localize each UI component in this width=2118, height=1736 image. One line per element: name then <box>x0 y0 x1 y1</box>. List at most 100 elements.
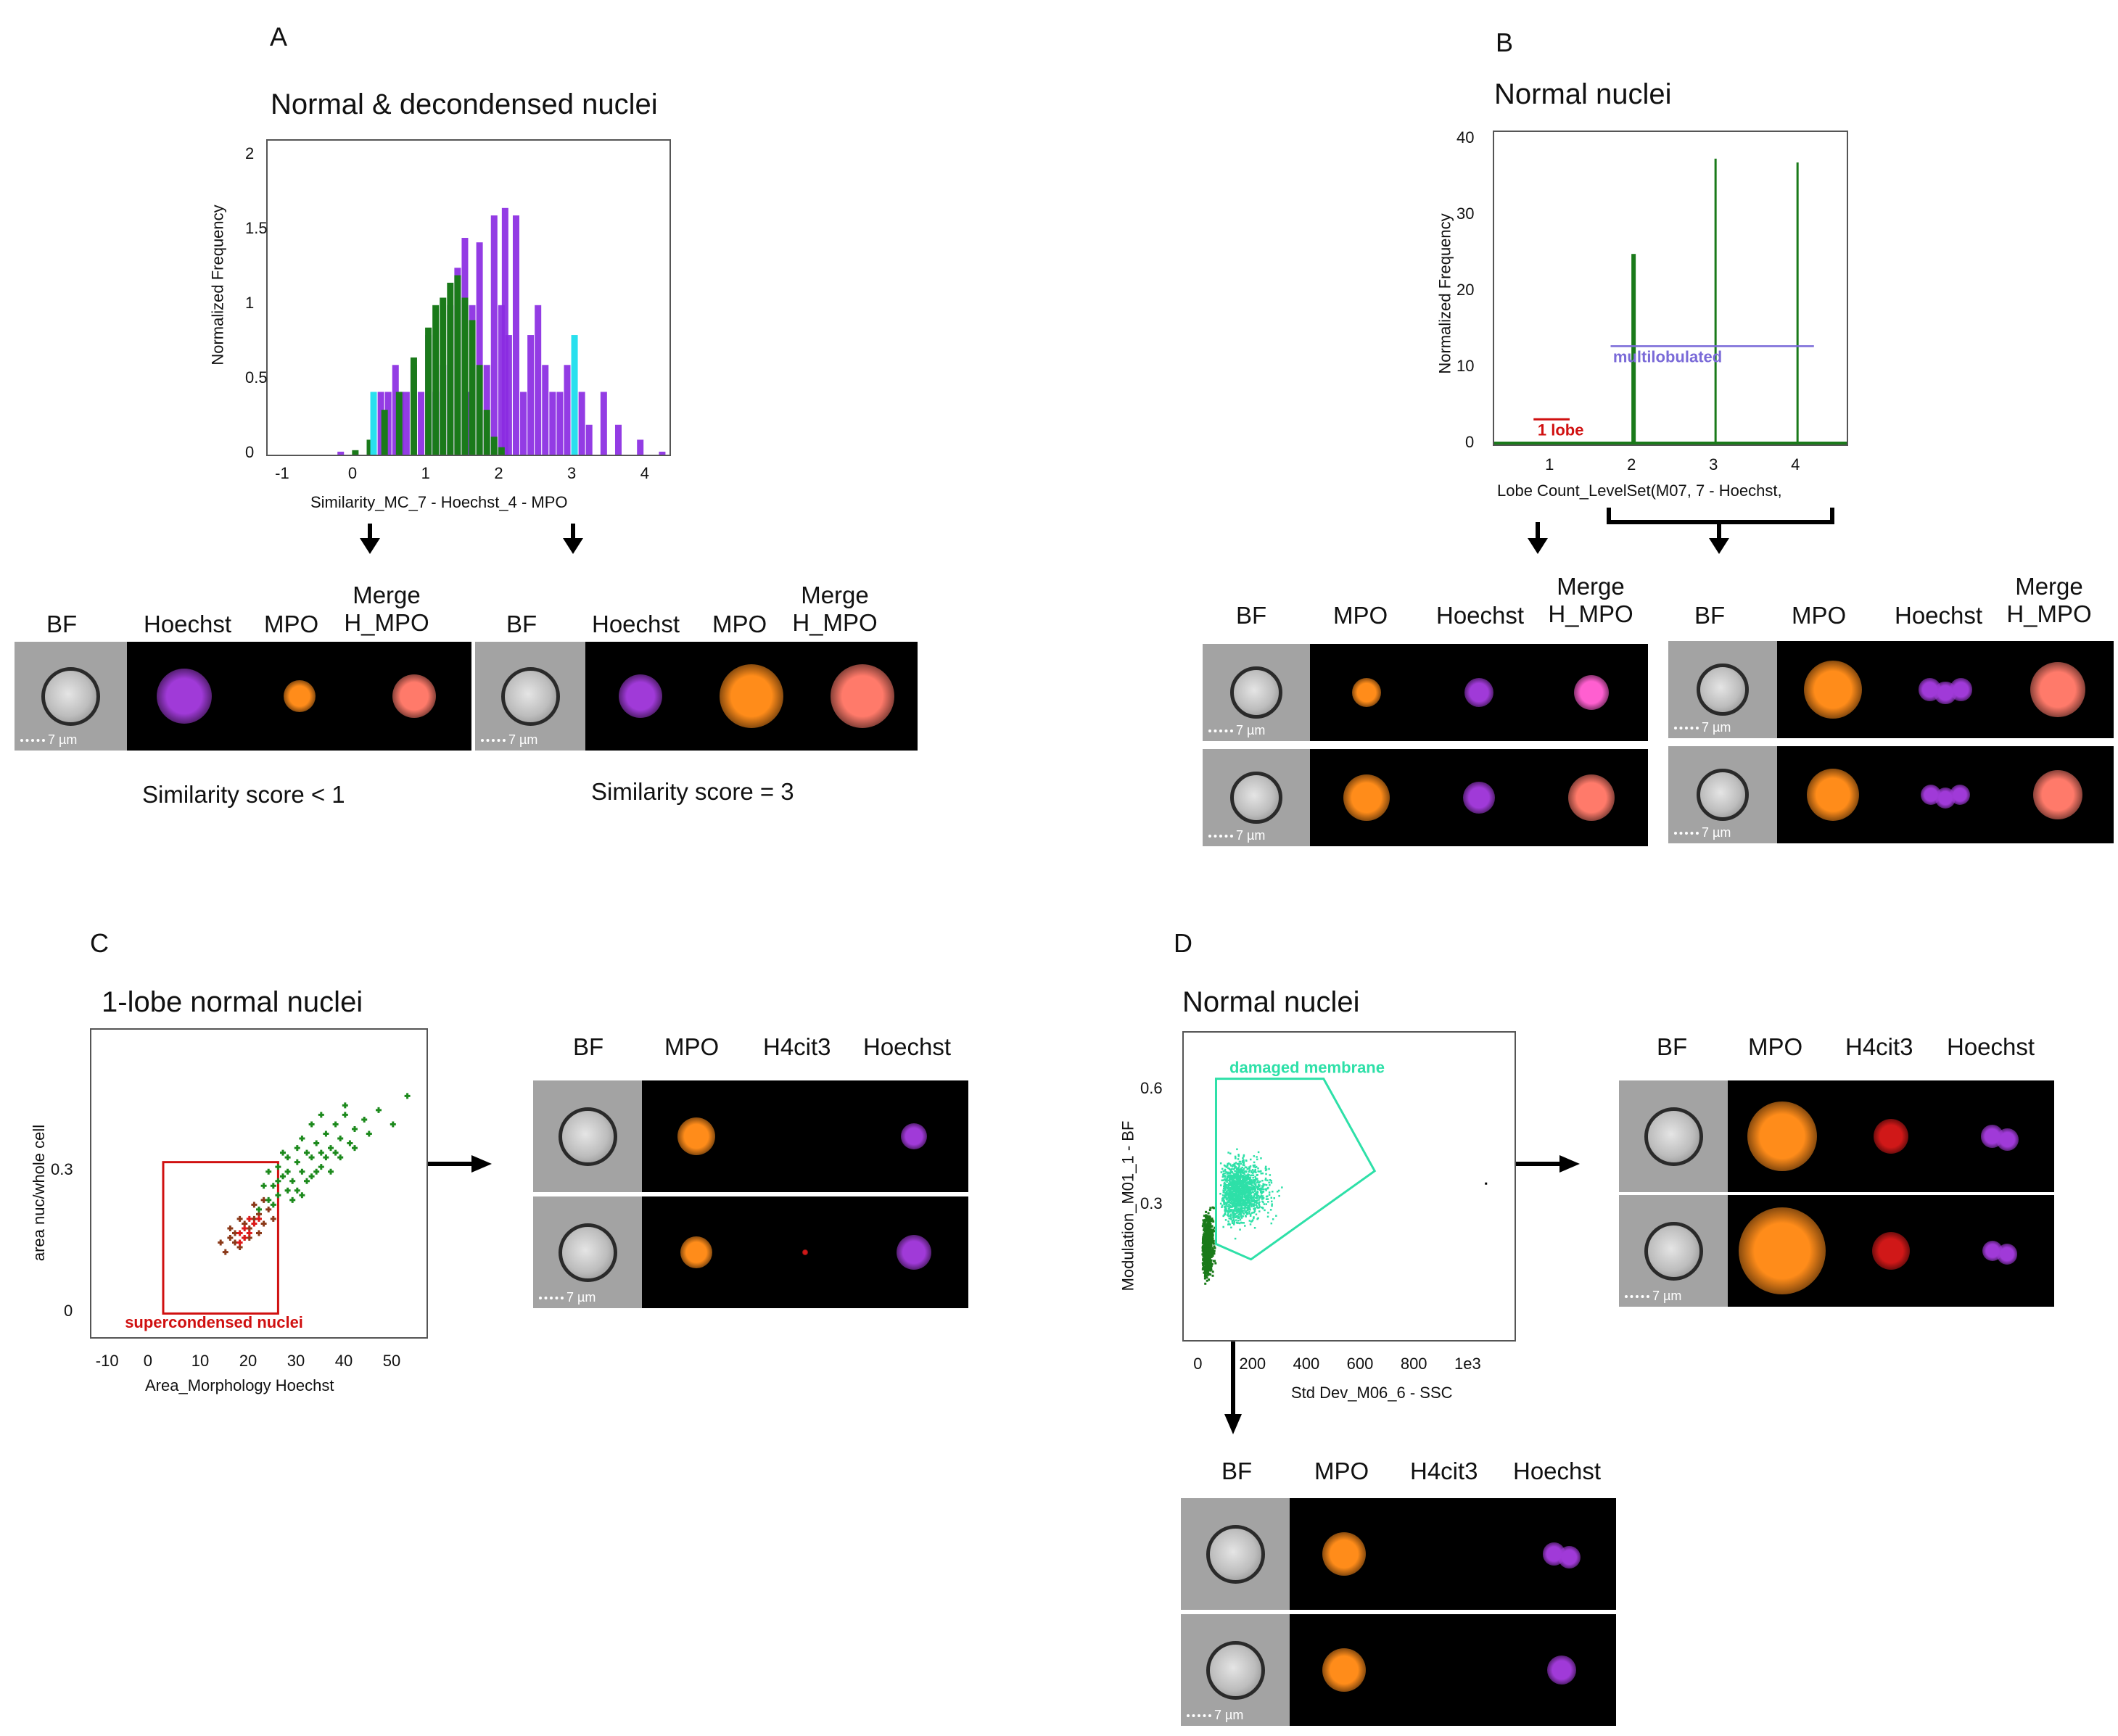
panel-d-point <box>1251 1196 1253 1199</box>
panel-d-point <box>1237 1222 1240 1224</box>
panel-d-point <box>1271 1204 1273 1207</box>
panel-d-point <box>1233 1167 1236 1170</box>
panel-d-point <box>1271 1203 1273 1205</box>
panel-d-point <box>1228 1182 1231 1184</box>
panel-c-point <box>299 1192 305 1199</box>
panel-d-point <box>1245 1178 1248 1180</box>
panel-d-point <box>1252 1176 1254 1179</box>
panel-d-point <box>1223 1178 1226 1181</box>
panel-d-point <box>1227 1192 1229 1194</box>
panel-a-bar <box>483 365 490 455</box>
panel-d-point <box>1268 1194 1271 1196</box>
panel-c-point <box>347 1140 353 1146</box>
cell-stain <box>392 674 436 718</box>
panel-d-point <box>1236 1201 1239 1203</box>
panel-d-point <box>1226 1190 1228 1193</box>
panel-d-point <box>1235 1203 1238 1205</box>
panel-d-point <box>1256 1206 1258 1209</box>
panel-a-bar <box>384 392 392 455</box>
panel-a-x-tick: -1 <box>275 464 289 482</box>
panel-d-point <box>1203 1227 1206 1230</box>
panel-d-point <box>1239 1204 1241 1207</box>
panel-d-point <box>1234 1155 1237 1158</box>
cell-stain <box>1747 1101 1817 1171</box>
panel-d-point <box>1256 1199 1258 1202</box>
panel-d-point <box>1226 1193 1228 1196</box>
panel-d-title: Normal nuclei <box>1182 986 1360 1018</box>
panel-d-point <box>1237 1167 1240 1169</box>
panel-d-point <box>1211 1225 1213 1228</box>
panel-d-point <box>1239 1204 1242 1206</box>
panel-d-point <box>1211 1262 1213 1265</box>
panel-b-xlabel: Lobe Count_LevelSet(M07, 7 - Hoechst, <box>1497 481 1782 500</box>
scale-bar-label: 7 µm <box>1236 723 1266 737</box>
panel-a-bar <box>585 424 593 455</box>
panel-d-point <box>1238 1170 1241 1173</box>
panel-d-point <box>1202 1241 1205 1244</box>
panel-d-point <box>1236 1198 1238 1200</box>
cell-stain <box>1568 774 1615 821</box>
panel-d-point <box>1229 1193 1231 1195</box>
panel-d-point <box>1213 1245 1216 1248</box>
panel-b-x-tick: 4 <box>1791 455 1800 474</box>
panel-d-point <box>1248 1189 1250 1191</box>
panel-d-point <box>1238 1200 1241 1203</box>
panel-d-point <box>1211 1219 1214 1222</box>
panel-c-scatter: supercondensed nuclei <box>90 1028 428 1339</box>
panel-d-point <box>1250 1199 1253 1202</box>
image-strip: 7 µm <box>15 642 471 751</box>
panel-d-point <box>1228 1199 1231 1202</box>
panel-d-point <box>1245 1197 1247 1200</box>
panel-d-point <box>1208 1249 1211 1252</box>
panel-d-point <box>1264 1167 1267 1170</box>
panel-d-point <box>1228 1196 1230 1198</box>
panel-d-point <box>1240 1174 1243 1176</box>
channel-header: H4cit3 <box>1845 1033 1913 1060</box>
panel-d-point <box>1244 1195 1246 1198</box>
panel-a-ylabel: Normalized Frequency <box>208 204 227 365</box>
panel-c-point <box>270 1202 276 1208</box>
panel-d-point <box>1240 1173 1242 1175</box>
panel-d-point <box>1234 1200 1236 1203</box>
panel-d-point <box>1245 1186 1247 1189</box>
panel-a-bar <box>527 335 535 455</box>
panel-d-point <box>1202 1233 1205 1236</box>
panel-d-point <box>1270 1180 1272 1182</box>
panel-d-point <box>1229 1202 1232 1204</box>
panel-d-point <box>1260 1187 1262 1190</box>
panel-c-point <box>284 1154 291 1161</box>
panel-d-point <box>1230 1226 1232 1229</box>
panel-d-point <box>1210 1245 1213 1248</box>
panel-d-point <box>1219 1202 1222 1205</box>
cell-stain <box>1807 769 1860 821</box>
panel-d-point <box>1237 1153 1240 1156</box>
panel-d-point <box>1229 1177 1232 1179</box>
panel-d-point <box>1273 1197 1276 1199</box>
panel-d-point <box>1250 1212 1253 1214</box>
panel-d-point <box>1269 1184 1271 1186</box>
panel-d-point <box>1234 1175 1236 1178</box>
panel-d-point <box>1238 1210 1241 1212</box>
panel-d-point <box>1268 1181 1270 1184</box>
panel-d-point <box>1265 1168 1268 1170</box>
panel-d-point <box>1209 1207 1212 1210</box>
panel-d-point <box>1240 1194 1243 1196</box>
panel-d-point <box>1257 1194 1260 1197</box>
cell-outline <box>41 666 100 726</box>
panel-d-point <box>1234 1216 1237 1218</box>
panel-c-point <box>284 1168 291 1175</box>
panel-d-point <box>1227 1223 1229 1225</box>
panel-d-point <box>1207 1266 1210 1269</box>
panel-d-point <box>1204 1273 1207 1276</box>
panel-d-point <box>1222 1170 1224 1173</box>
panel-b-bar <box>1550 442 1553 445</box>
channel-header: H4cit3 <box>1410 1458 1478 1484</box>
panel-d-point <box>1228 1167 1231 1170</box>
panel-d-point <box>1204 1223 1207 1225</box>
panel-d-point <box>1243 1154 1245 1157</box>
panel-d-point <box>1257 1207 1259 1209</box>
panel-d-point <box>1229 1186 1232 1189</box>
panel-b-y-tick: 40 <box>1456 128 1475 146</box>
panel-d-point <box>1229 1178 1232 1181</box>
panel-d-point <box>1248 1194 1251 1196</box>
